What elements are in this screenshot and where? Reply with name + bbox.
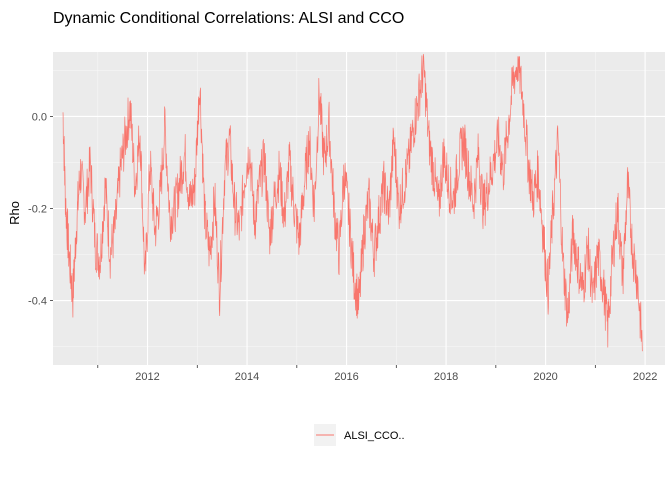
y-tick-label: -0.4	[28, 296, 47, 308]
series-line	[62, 53, 643, 352]
legend: ALSI_CCO..	[314, 424, 405, 446]
x-axis-ticks: 2012 2014 2016 2018 2020 2022	[97, 365, 657, 383]
series-layer	[62, 53, 643, 352]
y-axis-ticks: 0.0 -0.2 -0.4	[28, 111, 53, 308]
y-tick-label: -0.2	[28, 204, 47, 216]
chart-title: Dynamic Conditional Correlations: ALSI a…	[53, 10, 404, 27]
y-tick-label: 0.0	[32, 111, 47, 123]
x-tick-label: 2014	[235, 371, 259, 383]
x-tick-label: 2020	[533, 371, 557, 383]
x-tick-label: 2016	[334, 371, 358, 383]
major-gridlines	[53, 52, 665, 365]
legend-label: ALSI_CCO..	[344, 430, 405, 442]
y-axis-title: Rho	[7, 201, 22, 225]
x-tick-label: 2022	[633, 371, 657, 383]
x-tick-label: 2012	[135, 371, 159, 383]
x-tick-label: 2018	[434, 371, 458, 383]
